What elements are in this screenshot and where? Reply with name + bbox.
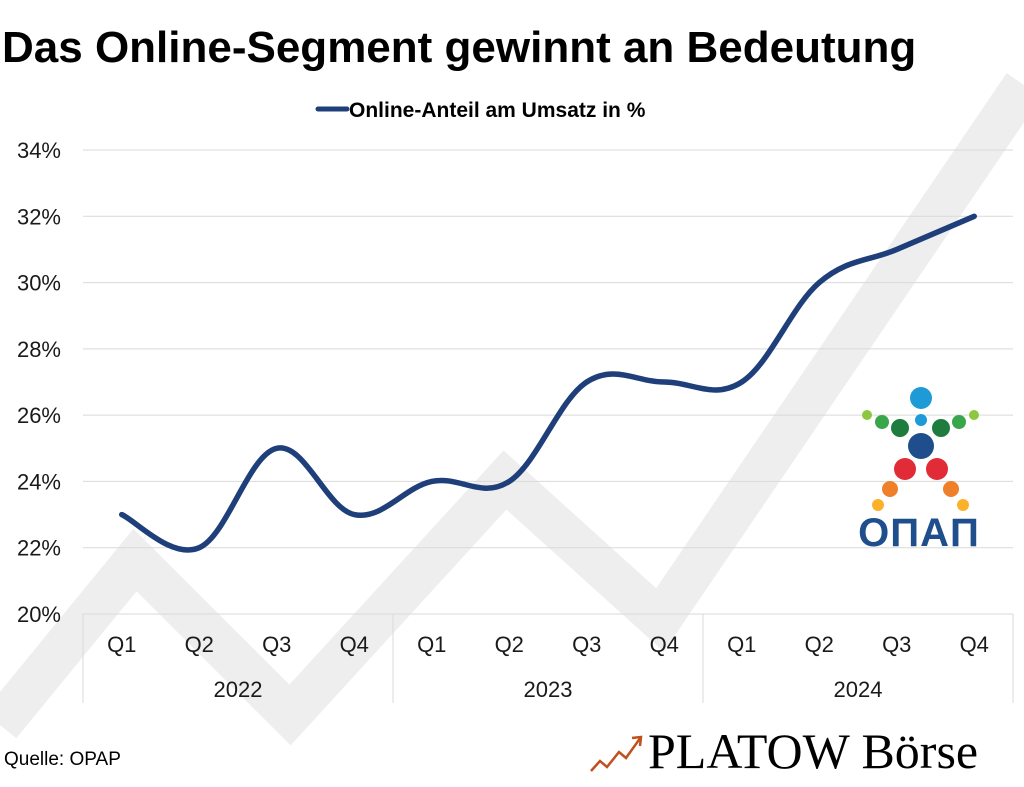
x-tick-label: Q1 xyxy=(727,632,756,657)
y-tick-label: 26% xyxy=(17,403,61,428)
x-tick-label: Q3 xyxy=(262,632,291,657)
y-axis: 20% 22% 24% 26% 28% 30% 32% 34% xyxy=(17,138,61,627)
legend-label: Online-Anteil am Umsatz in % xyxy=(349,99,646,122)
legend: Online-Anteil am Umsatz in % xyxy=(315,99,646,122)
x-group-label: 2024 xyxy=(834,677,883,702)
chart-title: Das Online-Segment gewinnt an Bedeutung xyxy=(2,23,916,72)
series-group xyxy=(119,213,977,553)
x-tick-label: Q3 xyxy=(882,632,911,657)
watermark-arrow-icon xyxy=(0,73,1024,746)
series-line xyxy=(119,213,977,553)
x-tick-label: Q1 xyxy=(107,632,136,657)
brand-arrow-icon xyxy=(590,736,643,772)
logo-text: ΟΠΑΠ xyxy=(858,511,980,555)
brand-label: PLATOW Börse xyxy=(648,723,978,779)
x-group-label: 2023 xyxy=(524,677,573,702)
y-tick-label: 20% xyxy=(17,602,61,627)
x-tick-label: Q3 xyxy=(572,632,601,657)
x-group-label: 2022 xyxy=(214,677,263,702)
source-label: Quelle: OPAP xyxy=(4,749,121,770)
y-tick-label: 34% xyxy=(17,138,61,163)
brand-arrow-head-icon xyxy=(631,735,643,747)
x-tick-label: Q4 xyxy=(650,632,679,657)
y-tick-label: 28% xyxy=(17,337,61,362)
y-tick-label: 24% xyxy=(17,469,61,494)
y-tick-label: 22% xyxy=(17,536,61,561)
x-tick-label: Q1 xyxy=(417,632,446,657)
x-tick-label: Q4 xyxy=(960,632,989,657)
x-axis: Q1 Q2 Q3 Q4 Q1 Q2 Q3 Q4 Q1 Q2 Q3 Q4 2022 2023 2024 xyxy=(82,614,1014,703)
opap-logo-icon: ΟΠΑΠ xyxy=(858,387,980,555)
brand-logo: PLATOW Börse xyxy=(590,723,978,779)
gridlines xyxy=(83,149,1013,615)
x-tick-label: Q2 xyxy=(495,632,524,657)
x-tick-label: Q2 xyxy=(185,632,214,657)
y-tick-label: 32% xyxy=(17,204,61,229)
x-tick-label: Q2 xyxy=(805,632,834,657)
x-tick-label: Q4 xyxy=(340,632,369,657)
y-tick-label: 30% xyxy=(17,271,61,296)
